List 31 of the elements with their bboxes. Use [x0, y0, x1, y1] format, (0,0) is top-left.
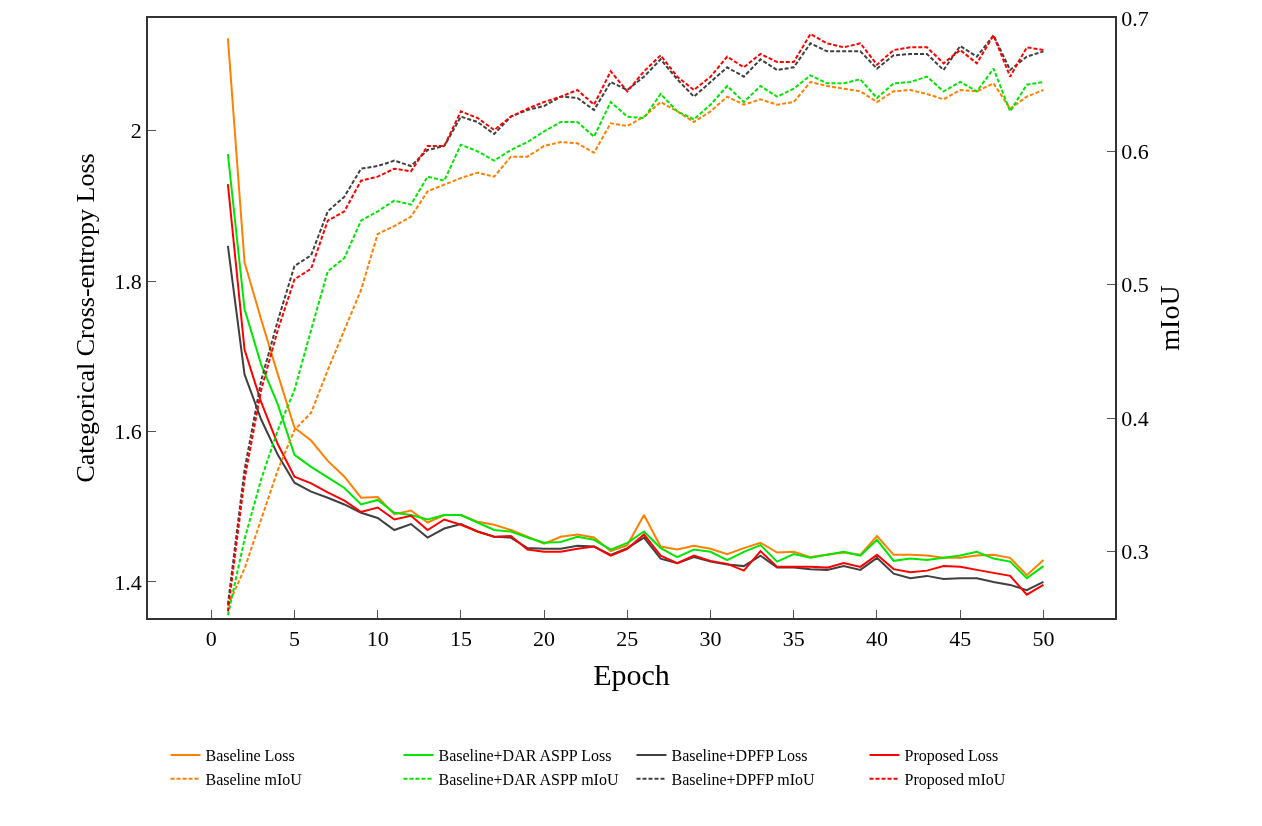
- x-tick-label: 5: [288, 626, 300, 652]
- x-tick-label: 25: [616, 626, 639, 652]
- x-tick-label: 0: [205, 626, 217, 652]
- legend-label: Baseline+DAR ASPP Loss: [438, 747, 612, 765]
- legend-label: Baseline+DAR ASPP mIoU: [438, 770, 619, 788]
- legend-label: Proposed Loss: [904, 747, 999, 766]
- x-tick-label: 35: [782, 626, 805, 652]
- y-tick-label: 1.4: [114, 569, 142, 595]
- legend-label: Baseline mIoU: [205, 770, 303, 788]
- legend-label: Proposed mIoU: [904, 770, 1006, 789]
- legend-label: Baseline+DPFP Loss: [671, 747, 808, 765]
- x-tick-label: 30: [699, 626, 722, 652]
- y-tick-label: 2: [130, 118, 142, 144]
- y2-tick-label: 0.6: [1121, 139, 1149, 165]
- x-tick-label: 45: [949, 626, 972, 652]
- x-tick-label: 40: [865, 626, 888, 652]
- legend-label: Baseline Loss: [205, 747, 295, 765]
- y2-tick-label: 0.3: [1121, 539, 1149, 565]
- y2-axis-title: mIoU: [1154, 285, 1186, 351]
- x-axis-title: Epoch: [593, 658, 670, 692]
- y2-tick-label: 0.4: [1121, 405, 1149, 431]
- x-tick-label: 20: [533, 626, 556, 652]
- y2-tick-label: 0.7: [1121, 5, 1149, 31]
- y-tick-label: 1.6: [114, 419, 142, 445]
- legend-label: Baseline+DPFP mIoU: [671, 770, 816, 788]
- y-tick-label: 1.8: [114, 268, 142, 294]
- y2-tick-label: 0.5: [1121, 272, 1149, 298]
- x-tick-label: 50: [1032, 626, 1055, 652]
- x-tick-label: 15: [449, 626, 472, 652]
- x-tick-label: 10: [366, 626, 389, 652]
- y-axis-title: Categorical Cross-entropy Loss: [71, 153, 101, 483]
